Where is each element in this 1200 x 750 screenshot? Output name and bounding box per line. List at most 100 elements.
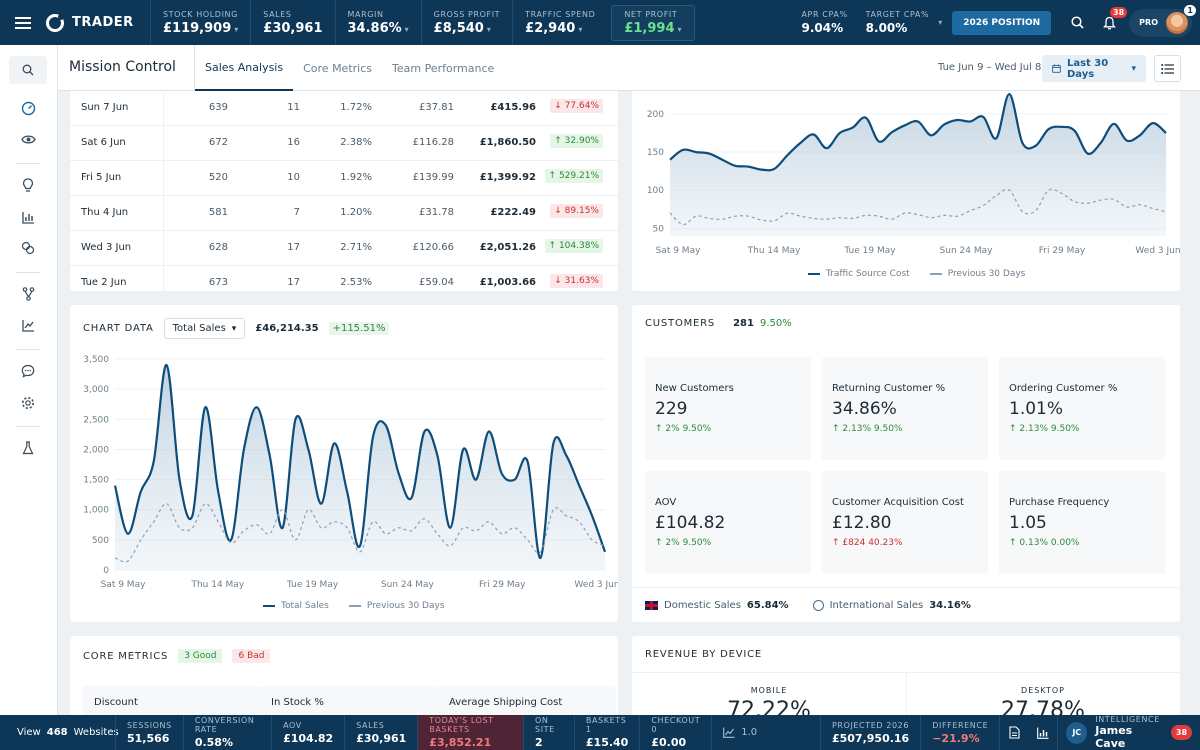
- table-row[interactable]: Fri 5 Jun 520 10 1.92% £139.99 £1,399.92 ↑ 529…: [70, 161, 618, 196]
- arrow-down-icon: ↓: [554, 101, 565, 111]
- bottom-kpi-on-site[interactable]: ON SITE 2: [523, 715, 574, 750]
- view-websites[interactable]: View 468 Websites: [0, 727, 119, 738]
- chevron-down-icon[interactable]: ▾: [938, 18, 943, 27]
- document-icon[interactable]: [999, 715, 1028, 750]
- kpi-net-profit[interactable]: NET PROFIT £1,994 ▾: [611, 4, 695, 41]
- kpi-label: AOV: [283, 720, 302, 730]
- difference[interactable]: DIFFERENCE −21.9%: [920, 715, 999, 750]
- core-tile-shipping[interactable]: Average Shipping Cost: [438, 686, 616, 716]
- kpi-traffic-spend[interactable]: TRAFFIC SPEND £2,940 ▾: [512, 0, 607, 45]
- kpi-stock-holding[interactable]: STOCK HOLDING £119,909 ▾: [150, 0, 250, 45]
- kpi-label: STOCK HOLDING: [163, 9, 238, 19]
- menu-icon[interactable]: [0, 0, 46, 45]
- bottom-kpi-checkout[interactable]: CHECKOUT 0 £0.00: [639, 715, 711, 750]
- bottom-kpi-sales[interactable]: SALES £30,961: [344, 715, 417, 750]
- bottom-kpi-baskets[interactable]: BASKETS 1 £15.40: [573, 715, 639, 750]
- bottom-kpi-lost-baskets[interactable]: TODAY'S LOST BASKETS £3,852.21: [417, 715, 524, 750]
- arrow-up-icon: ↑: [1009, 538, 1020, 548]
- notification-bell-icon[interactable]: 38: [1095, 6, 1128, 37]
- tab-core-metrics[interactable]: Core Metrics: [303, 61, 372, 75]
- date-picker[interactable]: Last 30 Days ▾: [1042, 55, 1146, 82]
- kpi-value: £0.00: [651, 736, 687, 749]
- sidebar-search-icon[interactable]: [9, 56, 47, 84]
- user-name: James Cave: [1095, 724, 1133, 750]
- branch-icon[interactable]: [9, 280, 47, 308]
- gear-icon[interactable]: [9, 389, 47, 417]
- bottom-kpi-sessions[interactable]: SESSIONS 51,566: [115, 715, 183, 750]
- bottom-kpi-conversion[interactable]: CONVERSION RATE 0.58%: [182, 715, 271, 750]
- coins-icon[interactable]: [9, 234, 47, 262]
- y-tick-label: 50: [653, 224, 665, 234]
- arrow-up-icon: ↑: [554, 136, 565, 146]
- bad-count-badge[interactable]: 6 Bad: [232, 649, 271, 663]
- lightbulb-icon[interactable]: [9, 171, 47, 199]
- y-tick-label: 1,500: [83, 476, 109, 486]
- series-line-1: [669, 188, 1167, 226]
- search-icon[interactable]: [1063, 9, 1091, 37]
- line-chart-icon[interactable]: [9, 311, 47, 339]
- table-row[interactable]: Thu 4 Jun 581 7 1.20% £31.78 £222.49 ↓ 89.15%: [70, 196, 618, 231]
- change-value: 32.90%: [564, 136, 599, 146]
- domestic-label: Domestic Sales: [664, 599, 741, 611]
- sales-split: Domestic Sales 65.84% International Sale…: [632, 587, 1180, 622]
- tab-team-performance[interactable]: Team Performance: [392, 61, 495, 75]
- kpi-label: GROSS PROFIT: [433, 9, 501, 19]
- table-row[interactable]: Wed 3 Jun 628 17 2.71% £120.66 £2,051.26 ↑ 104…: [70, 231, 618, 266]
- metric-select[interactable]: Total Sales ▾: [163, 318, 246, 339]
- date-range-text: Tue Jun 9 – Wed Jul 8: [938, 62, 1042, 73]
- metric-delta-value: £824: [842, 538, 866, 548]
- bar-chart-icon[interactable]: [9, 203, 47, 231]
- row-value: £37.81: [419, 102, 454, 113]
- chart-change: +115.51%: [328, 322, 390, 335]
- brand-logo[interactable]: TRADER: [46, 13, 150, 32]
- bar-chart-icon[interactable]: [1028, 715, 1057, 750]
- table-row[interactable]: Sun 7 Jun 639 11 1.72% £37.81 £415.96 ↓ 77.64%: [70, 91, 618, 126]
- good-count-badge[interactable]: 3 Good: [178, 649, 223, 663]
- change-value: 31.63%: [564, 276, 599, 286]
- table-row[interactable]: Tue 2 Jun 673 17 2.53% £59.04 £1,003.66 ↓ 31.6…: [70, 266, 618, 291]
- card-title: CHART DATA: [83, 323, 154, 334]
- customer-metric-tile[interactable]: Purchase Frequency 1.05 ↑ 0.13% 0.00%: [999, 471, 1165, 574]
- change-badge: ↑ 32.90%: [550, 134, 603, 148]
- chat-icon[interactable]: [9, 357, 47, 385]
- metric-value: 34.86%: [832, 399, 897, 419]
- customer-metric-tile[interactable]: AOV £104.82 ↑ 2% 9.50%: [645, 471, 811, 574]
- kpi-margin[interactable]: MARGIN 34.86% ▾: [334, 0, 421, 45]
- kpi-sales[interactable]: SALES £30,961: [250, 0, 334, 45]
- target-cpa[interactable]: TARGET CPA% 8.00%: [857, 10, 939, 35]
- core-tile-in-stock[interactable]: In Stock %: [260, 686, 438, 716]
- total-sales-chart: 0 500 1,000 1,500 2,000 2,500 3,000 3,500 Sat 9 …: [83, 355, 618, 590]
- trend-indicator[interactable]: 1.0: [711, 715, 820, 750]
- customer-metric-tile[interactable]: Customer Acquisition Cost £12.80 ↑ £824 40…: [822, 471, 988, 574]
- dashboard-gauge-icon[interactable]: [9, 94, 47, 122]
- customer-metric-tile[interactable]: Returning Customer % 34.86% ↑ 2.13% 9.50%: [822, 357, 988, 460]
- apr-cpa[interactable]: APR CPA% 9.04%: [792, 10, 856, 35]
- table-row[interactable]: Sat 6 Jun 672 16 2.38% £116.28 £1,860.50 ↑ 32.…: [70, 126, 618, 161]
- arrow-up-icon: ↑: [548, 171, 559, 181]
- position-button[interactable]: 2026 POSITION: [952, 10, 1052, 35]
- legend-swatch-dashed: [348, 605, 361, 607]
- metric-label: Ordering Customer %: [1009, 383, 1118, 394]
- list-view-icon[interactable]: [1154, 55, 1181, 82]
- trend-chart-icon: [723, 727, 735, 738]
- kpi-gross-profit[interactable]: GROSS PROFIT £8,540 ▾: [420, 0, 512, 45]
- eye-icon[interactable]: [9, 125, 47, 153]
- core-tile-discount[interactable]: Discount: [83, 686, 261, 716]
- user-menu[interactable]: JC INTELLIGENCE James Cave 38: [1057, 715, 1200, 750]
- row-value: 639: [208, 102, 228, 113]
- kpi-value: £30,961: [263, 20, 323, 36]
- daily-sales-table: Sun 7 Jun 639 11 1.72% £37.81 £415.96 ↓ 77.64%…: [70, 91, 618, 291]
- tab-sales-analysis[interactable]: Sales Analysis: [195, 45, 294, 91]
- projected-2026[interactable]: PROJECTED 2026 £507,950.16: [819, 715, 920, 750]
- customers-card: CUSTOMERS 281 9.50% New Customers 229 ↑ 2%…: [632, 305, 1180, 622]
- customer-metric-tile[interactable]: New Customers 229 ↑ 2% 9.50%: [645, 357, 811, 460]
- arrow-up-icon: ↑: [548, 241, 559, 251]
- bottom-kpi-aov[interactable]: AOV £104.82: [271, 715, 344, 750]
- kpi-label: TODAY'S LOST BASKETS: [429, 716, 494, 734]
- customer-metric-tile[interactable]: Ordering Customer % 1.01% ↑ 2.13% 9.50%: [999, 357, 1165, 460]
- flask-icon[interactable]: [9, 434, 47, 462]
- kpi-label: CHECKOUT 0: [651, 716, 701, 734]
- account-menu[interactable]: PRO 1: [1129, 4, 1196, 37]
- y-tick-label: 3,000: [83, 385, 109, 395]
- apr-cpa-label: APR CPA%: [801, 10, 848, 19]
